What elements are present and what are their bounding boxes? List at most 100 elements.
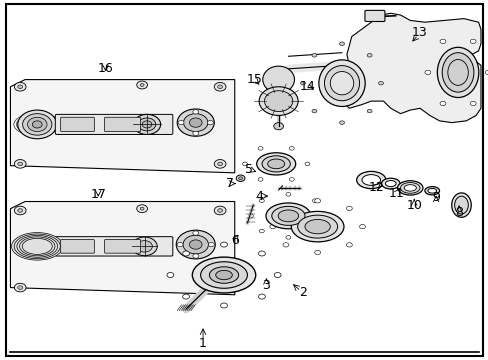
- Ellipse shape: [192, 257, 255, 293]
- Circle shape: [311, 109, 316, 113]
- Circle shape: [259, 199, 264, 202]
- Circle shape: [18, 110, 57, 139]
- Ellipse shape: [427, 188, 436, 193]
- Circle shape: [469, 39, 475, 44]
- Circle shape: [22, 114, 52, 135]
- FancyBboxPatch shape: [61, 239, 94, 253]
- Circle shape: [217, 286, 222, 289]
- Circle shape: [258, 147, 263, 150]
- Circle shape: [219, 271, 228, 279]
- Circle shape: [217, 209, 222, 212]
- Ellipse shape: [324, 66, 359, 101]
- Circle shape: [439, 101, 445, 105]
- Text: 2: 2: [299, 287, 306, 300]
- Circle shape: [485, 70, 488, 75]
- Text: 9: 9: [431, 192, 439, 204]
- Ellipse shape: [400, 183, 419, 193]
- Circle shape: [32, 121, 42, 128]
- Circle shape: [189, 118, 202, 127]
- Circle shape: [214, 159, 225, 168]
- Circle shape: [177, 242, 183, 247]
- Ellipse shape: [441, 53, 473, 92]
- Ellipse shape: [330, 72, 353, 95]
- Circle shape: [285, 193, 290, 196]
- Circle shape: [132, 237, 157, 256]
- FancyBboxPatch shape: [55, 237, 172, 256]
- Circle shape: [274, 273, 281, 278]
- Ellipse shape: [262, 156, 290, 172]
- Circle shape: [314, 250, 320, 255]
- Text: 14: 14: [300, 80, 315, 93]
- Circle shape: [214, 206, 225, 215]
- Circle shape: [339, 121, 344, 125]
- Circle shape: [220, 242, 227, 247]
- Circle shape: [439, 39, 445, 44]
- Circle shape: [269, 225, 275, 229]
- Circle shape: [346, 206, 351, 211]
- Circle shape: [217, 85, 222, 89]
- Polygon shape: [10, 202, 234, 295]
- Circle shape: [33, 243, 41, 249]
- Circle shape: [305, 162, 309, 166]
- FancyBboxPatch shape: [55, 114, 172, 134]
- Circle shape: [214, 82, 225, 91]
- Text: 1: 1: [199, 337, 206, 350]
- Polygon shape: [10, 80, 234, 173]
- Ellipse shape: [264, 91, 292, 112]
- Circle shape: [469, 101, 475, 105]
- Circle shape: [248, 214, 253, 218]
- Circle shape: [14, 159, 26, 168]
- Circle shape: [217, 162, 222, 166]
- Circle shape: [289, 177, 294, 181]
- Text: 3: 3: [262, 279, 270, 292]
- Ellipse shape: [305, 220, 330, 234]
- Ellipse shape: [17, 235, 58, 257]
- Circle shape: [273, 123, 283, 130]
- Circle shape: [137, 81, 147, 89]
- Circle shape: [28, 240, 46, 253]
- Circle shape: [27, 117, 47, 132]
- Ellipse shape: [397, 181, 422, 195]
- Ellipse shape: [381, 178, 399, 189]
- Text: 15: 15: [246, 73, 262, 86]
- Circle shape: [220, 303, 227, 308]
- Circle shape: [366, 54, 371, 57]
- Text: 7: 7: [225, 177, 233, 190]
- Text: 13: 13: [411, 27, 427, 40]
- Circle shape: [137, 205, 147, 213]
- Ellipse shape: [356, 171, 385, 189]
- Circle shape: [312, 229, 317, 233]
- Circle shape: [178, 121, 183, 125]
- Circle shape: [140, 207, 144, 210]
- Ellipse shape: [318, 60, 365, 107]
- Polygon shape: [341, 13, 480, 123]
- Ellipse shape: [361, 175, 380, 185]
- Ellipse shape: [424, 186, 439, 195]
- Circle shape: [289, 147, 294, 150]
- Circle shape: [283, 243, 288, 247]
- Circle shape: [339, 42, 344, 45]
- Circle shape: [208, 242, 214, 247]
- Ellipse shape: [22, 238, 52, 255]
- Ellipse shape: [256, 153, 295, 175]
- Ellipse shape: [436, 47, 478, 98]
- Circle shape: [183, 114, 207, 132]
- Circle shape: [424, 70, 430, 75]
- Circle shape: [192, 254, 198, 258]
- Circle shape: [183, 294, 189, 299]
- Circle shape: [214, 283, 225, 292]
- Text: 11: 11: [388, 187, 404, 200]
- Circle shape: [18, 85, 22, 89]
- FancyBboxPatch shape: [364, 10, 384, 22]
- Circle shape: [311, 54, 316, 57]
- Ellipse shape: [271, 206, 305, 225]
- Ellipse shape: [262, 66, 294, 93]
- Circle shape: [18, 209, 22, 212]
- Circle shape: [192, 131, 198, 135]
- Circle shape: [137, 240, 152, 252]
- Circle shape: [14, 283, 26, 292]
- Circle shape: [258, 251, 265, 256]
- Circle shape: [312, 199, 317, 202]
- Text: 17: 17: [90, 188, 106, 201]
- Ellipse shape: [297, 215, 337, 238]
